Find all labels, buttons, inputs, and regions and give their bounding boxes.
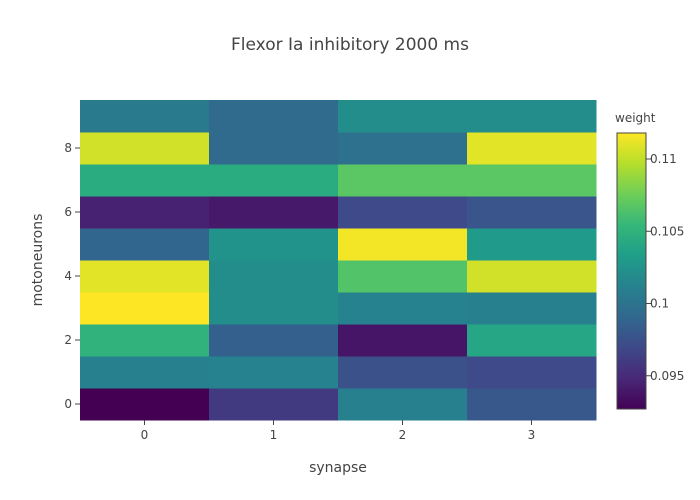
heatmap-cell bbox=[338, 100, 468, 133]
heatmap-cell bbox=[80, 100, 210, 133]
heatmap-cell bbox=[338, 228, 468, 261]
colorbar-tick-label: 0.105 bbox=[650, 224, 684, 238]
heatmap-cell bbox=[467, 132, 597, 165]
x-axis-title: synapse bbox=[309, 460, 367, 476]
heatmap-cell bbox=[467, 196, 597, 229]
heatmap-cell bbox=[338, 324, 468, 357]
y-tick-label: 0 bbox=[64, 397, 72, 411]
heatmap-cell bbox=[467, 324, 597, 357]
y-tick-label: 6 bbox=[64, 205, 72, 219]
heatmap-cell bbox=[467, 164, 597, 197]
heatmap-cell bbox=[80, 324, 210, 357]
y-axis-title: motoneurons bbox=[30, 214, 46, 307]
colorbar-tick-label: 0.11 bbox=[650, 152, 677, 166]
heatmap-cell bbox=[209, 260, 339, 293]
heatmap-cell bbox=[209, 292, 339, 325]
heatmap-cell bbox=[467, 292, 597, 325]
colorbar-tick-label: 0.095 bbox=[650, 369, 684, 383]
heatmap-cell bbox=[209, 196, 339, 229]
heatmap-cell bbox=[338, 292, 468, 325]
heatmap-cell bbox=[467, 228, 597, 261]
y-axis-ticks: 0 2 4 6 8 bbox=[64, 141, 80, 411]
colorbar: weight 0.095 0.1 0.105 0.11 bbox=[615, 111, 684, 410]
heatmap-cell bbox=[338, 388, 468, 421]
y-tick-label: 8 bbox=[64, 141, 72, 155]
x-tick-label: 3 bbox=[528, 428, 536, 442]
heatmap-cell bbox=[338, 132, 468, 165]
heatmap-cell bbox=[209, 100, 339, 133]
heatmap-cell bbox=[467, 100, 597, 133]
y-tick-label: 2 bbox=[64, 333, 72, 347]
heatmap-cell bbox=[80, 388, 210, 421]
heatmap-cell bbox=[209, 356, 339, 389]
colorbar-tick-label: 0.1 bbox=[650, 297, 669, 311]
x-tick-label: 2 bbox=[399, 428, 407, 442]
heatmap-cell bbox=[338, 260, 468, 293]
chart-title: Flexor Ia inhibitory 2000 ms bbox=[231, 35, 469, 55]
colorbar-gradient bbox=[616, 132, 647, 410]
heatmap-cell bbox=[467, 260, 597, 293]
heatmap-cell bbox=[338, 356, 468, 389]
heatmap-cell bbox=[80, 292, 210, 325]
heatmap-cell bbox=[80, 196, 210, 229]
x-tick-label: 1 bbox=[270, 428, 278, 442]
heatmap-cell bbox=[209, 388, 339, 421]
heatmap-cell bbox=[209, 132, 339, 165]
heatmap-cell bbox=[80, 228, 210, 261]
heatmap-cell bbox=[467, 388, 597, 421]
colorbar-title: weight bbox=[615, 111, 656, 125]
heatmap-cell bbox=[209, 164, 339, 197]
heatmap-cell bbox=[80, 356, 210, 389]
heatmap-cells bbox=[80, 100, 597, 421]
heatmap-cell bbox=[80, 132, 210, 165]
heatmap-cell bbox=[467, 356, 597, 389]
x-axis-ticks: 0 1 2 3 bbox=[141, 420, 536, 442]
heatmap-cell bbox=[80, 164, 210, 197]
colorbar-ticks: 0.095 0.1 0.105 0.11 bbox=[646, 152, 684, 383]
x-tick-label: 0 bbox=[141, 428, 149, 442]
heatmap-cell bbox=[209, 324, 339, 357]
heatmap-cell bbox=[80, 260, 210, 293]
y-tick-label: 4 bbox=[64, 269, 72, 283]
heatmap-cell bbox=[338, 164, 468, 197]
heatmap-cell bbox=[338, 196, 468, 229]
heatmap-cell bbox=[209, 228, 339, 261]
